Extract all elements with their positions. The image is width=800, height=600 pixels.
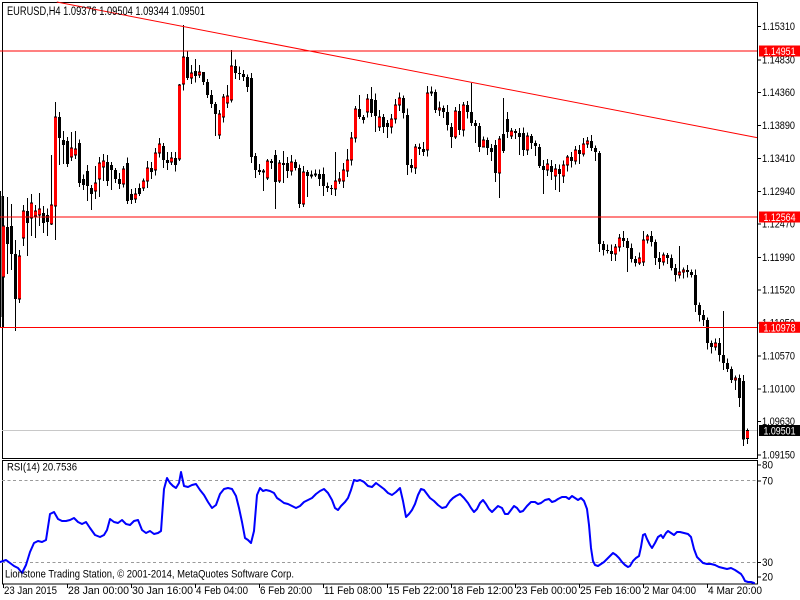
svg-text:11 Feb 08:00: 11 Feb 08:00 bbox=[324, 585, 382, 597]
svg-text:1.14360: 1.14360 bbox=[762, 87, 795, 99]
svg-text:Lionstone Trading Station, © 2: Lionstone Trading Station, © 2001-2014, … bbox=[5, 569, 294, 581]
svg-text:6 Feb 20:00: 6 Feb 20:00 bbox=[260, 585, 312, 597]
svg-text:1.11990: 1.11990 bbox=[762, 252, 795, 264]
svg-text:20: 20 bbox=[762, 571, 773, 583]
svg-text:70: 70 bbox=[762, 476, 773, 488]
svg-text:80: 80 bbox=[762, 460, 773, 472]
svg-text:23 Feb 00:00: 23 Feb 00:00 bbox=[516, 585, 577, 597]
svg-text:1.09501: 1.09501 bbox=[764, 426, 796, 438]
svg-text:23 Jan 2015: 23 Jan 2015 bbox=[4, 585, 57, 597]
svg-text:4 Feb 04:00: 4 Feb 04:00 bbox=[196, 585, 248, 597]
svg-text:1.10570: 1.10570 bbox=[762, 351, 795, 363]
svg-text:1.15310: 1.15310 bbox=[762, 21, 795, 33]
svg-text:1.12564: 1.12564 bbox=[764, 212, 796, 224]
svg-text:1.13890: 1.13890 bbox=[762, 120, 795, 132]
svg-text:28 Jan 00:00: 28 Jan 00:00 bbox=[68, 585, 129, 597]
svg-text:1.10100: 1.10100 bbox=[762, 383, 795, 395]
svg-text:4 Mar 20:00: 4 Mar 20:00 bbox=[708, 585, 762, 597]
svg-text:EURUSD,H4 1.09376 1.09504 1.0: EURUSD,H4 1.09376 1.09504 1.09344 1.0950… bbox=[7, 6, 205, 18]
svg-text:1.14830: 1.14830 bbox=[762, 54, 795, 66]
svg-text:1.12940: 1.12940 bbox=[762, 186, 795, 198]
svg-text:18 Feb 12:00: 18 Feb 12:00 bbox=[452, 585, 513, 597]
svg-text:1.09150: 1.09150 bbox=[762, 449, 795, 461]
svg-text:30: 30 bbox=[762, 557, 773, 569]
svg-text:2 Mar 04:00: 2 Mar 04:00 bbox=[644, 585, 696, 597]
svg-text:1.13410: 1.13410 bbox=[762, 153, 795, 165]
svg-text:1.10978: 1.10978 bbox=[764, 322, 796, 334]
svg-text:RSI(14) 20.7536: RSI(14) 20.7536 bbox=[7, 462, 77, 474]
svg-text:25 Feb 16:00: 25 Feb 16:00 bbox=[580, 585, 641, 597]
svg-text:15 Feb 22:00: 15 Feb 22:00 bbox=[388, 585, 449, 597]
svg-text:30 Jan 16:00: 30 Jan 16:00 bbox=[132, 585, 193, 597]
svg-text:1.14951: 1.14951 bbox=[764, 46, 796, 58]
svg-text:1.11520: 1.11520 bbox=[762, 285, 795, 297]
